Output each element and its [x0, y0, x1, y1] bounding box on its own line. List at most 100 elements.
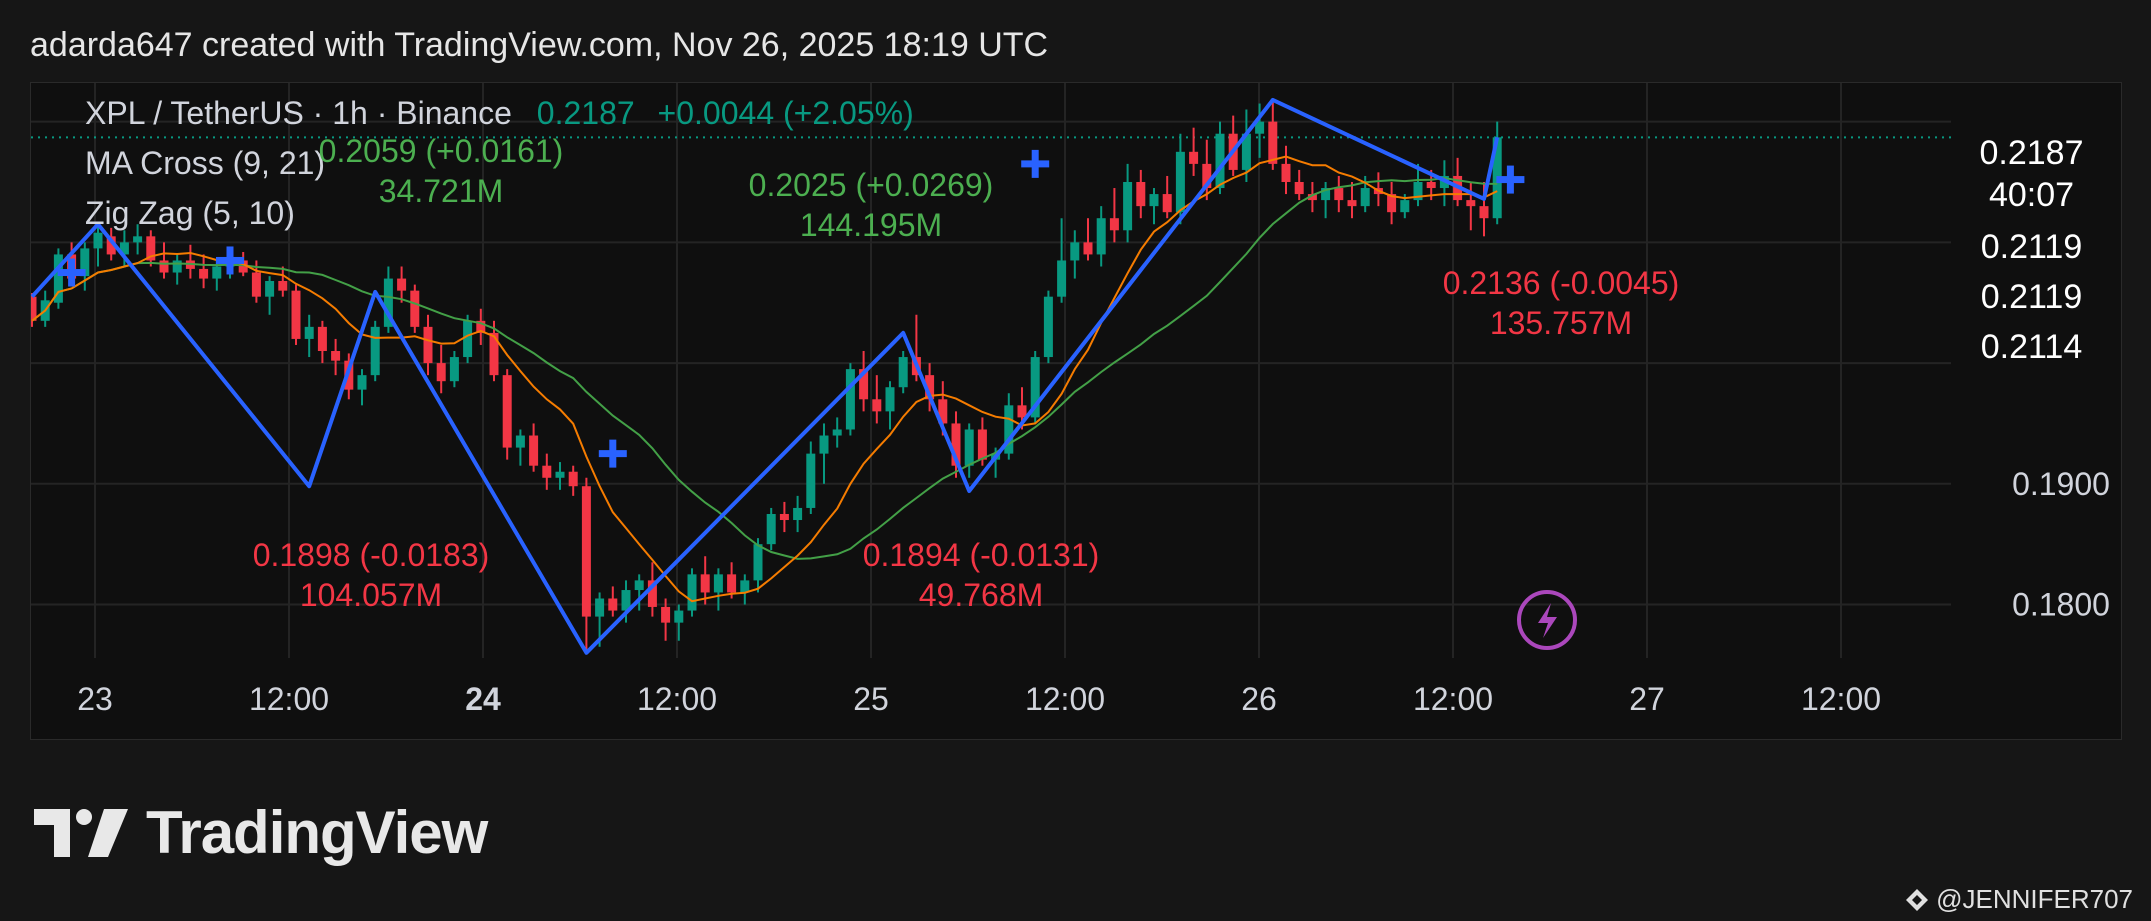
- candle: [1043, 290, 1053, 364]
- cross-bar-v: [1031, 149, 1039, 178]
- candle-body: [317, 326, 327, 352]
- candle-body: [1334, 188, 1344, 201]
- legend-zigzag[interactable]: Zig Zag (5, 10): [85, 195, 295, 231]
- candle: [185, 244, 195, 279]
- bar-countdown: 40:07: [1988, 176, 2075, 214]
- candle: [806, 441, 816, 514]
- candle: [370, 320, 380, 382]
- candle: [199, 254, 209, 289]
- candle: [568, 465, 578, 496]
- tradingview-logo[interactable]: TradingView: [34, 798, 488, 867]
- candle: [608, 586, 618, 617]
- candle: [713, 568, 723, 611]
- chart-panel[interactable]: 23 12:00 24 12:00 25 12:00 26 12:00 27 12:00 0.190…: [30, 82, 2122, 740]
- candle-body: [1321, 188, 1331, 201]
- candle: [1030, 351, 1040, 424]
- candle: [753, 538, 763, 593]
- candle: [925, 363, 935, 412]
- candle-body: [766, 513, 776, 545]
- candle: [832, 417, 842, 448]
- candle: [1215, 121, 1225, 195]
- ma-slow-price-tag[interactable]: 0.2114: [1980, 328, 2083, 366]
- lightning-icon[interactable]: [1517, 590, 1577, 650]
- candle-body: [212, 266, 222, 279]
- grid: [31, 83, 1956, 658]
- candle: [674, 604, 684, 641]
- candle: [119, 230, 129, 267]
- candle-body: [93, 232, 103, 249]
- candle: [951, 411, 961, 478]
- candle: [766, 507, 776, 551]
- watermark: @JENNIFER707: [1904, 884, 2133, 915]
- candle-body: [1215, 133, 1225, 189]
- candle: [476, 308, 486, 345]
- candle: [700, 556, 710, 605]
- legend-symbol-row[interactable]: XPL / TetherUS · 1h · Binance 0.2187 +0.…: [85, 95, 914, 132]
- candle: [502, 369, 512, 460]
- candle-body: [885, 387, 895, 412]
- ma-fast-price-tag[interactable]: 0.2119: [1980, 228, 2083, 266]
- candle: [727, 562, 737, 599]
- candle-body: [146, 236, 156, 261]
- candle: [1004, 393, 1014, 460]
- candle-body: [1083, 242, 1093, 255]
- time-axis-label: 12:00: [637, 681, 717, 717]
- candle: [1347, 181, 1357, 219]
- candle: [1241, 109, 1251, 182]
- candle-body: [555, 471, 565, 478]
- candle: [278, 266, 288, 297]
- ma-fast-line: [31, 155, 1498, 603]
- candle: [172, 254, 182, 285]
- candle-body: [1189, 151, 1199, 164]
- zigzag-annotation: 0.1894 (-0.0131) 49.768M: [831, 535, 1131, 615]
- candle-body: [1479, 206, 1489, 219]
- legend-ma-cross[interactable]: MA Cross (9, 21): [85, 145, 326, 181]
- candle: [397, 266, 407, 303]
- candle: [331, 338, 341, 376]
- candle: [40, 290, 50, 327]
- candle-body: [621, 590, 631, 611]
- candle: [133, 224, 143, 255]
- candle-body: [1387, 194, 1397, 213]
- annotation-price: 0.2025 (+0.0269): [748, 167, 994, 203]
- ma-slow-line: [31, 176, 1498, 560]
- candle: [634, 574, 644, 611]
- candle-body: [1043, 296, 1053, 358]
- candle: [146, 230, 156, 267]
- candle: [687, 568, 697, 617]
- candle: [1321, 181, 1331, 219]
- candle: [661, 598, 671, 641]
- annotation-volume: 49.768M: [918, 577, 1044, 613]
- candle-body: [119, 242, 129, 255]
- zigzag-annotation: 0.2025 (+0.0269) 144.195M: [711, 165, 1031, 245]
- candle-body: [898, 357, 908, 388]
- last-price-tag[interactable]: 0.2187 40:07: [1956, 128, 2107, 220]
- candle: [317, 320, 327, 364]
- change-label: +0.0044 (+2.05%): [657, 95, 914, 131]
- candle-body: [806, 453, 816, 508]
- cross-marker: [1496, 165, 1525, 194]
- candle-body: [1307, 194, 1317, 201]
- cross-marker: [57, 258, 86, 287]
- candle: [529, 423, 539, 472]
- candlestick-chart[interactable]: 23 12:00 24 12:00 25 12:00 26 12:00 27 12:00 0.190…: [31, 83, 2123, 741]
- candle: [1334, 175, 1344, 213]
- candle-body: [304, 326, 314, 339]
- candle: [1294, 169, 1304, 201]
- candle-body: [1360, 188, 1370, 207]
- candle: [80, 242, 90, 291]
- candle-body: [727, 574, 737, 593]
- candle: [1123, 163, 1133, 243]
- candle-body: [476, 320, 486, 333]
- candle-body: [1268, 121, 1278, 164]
- zigzag-path: [31, 97, 1500, 655]
- candle-body: [1466, 200, 1476, 207]
- candle: [859, 351, 869, 412]
- candle-body: [542, 465, 552, 478]
- candle: [819, 423, 829, 484]
- candle: [1189, 127, 1199, 176]
- candle-body: [581, 486, 591, 617]
- price-axis-label: 0.1900: [2012, 466, 2110, 502]
- candle: [449, 351, 459, 388]
- zigzag-price-tag[interactable]: 0.2119: [1980, 278, 2083, 316]
